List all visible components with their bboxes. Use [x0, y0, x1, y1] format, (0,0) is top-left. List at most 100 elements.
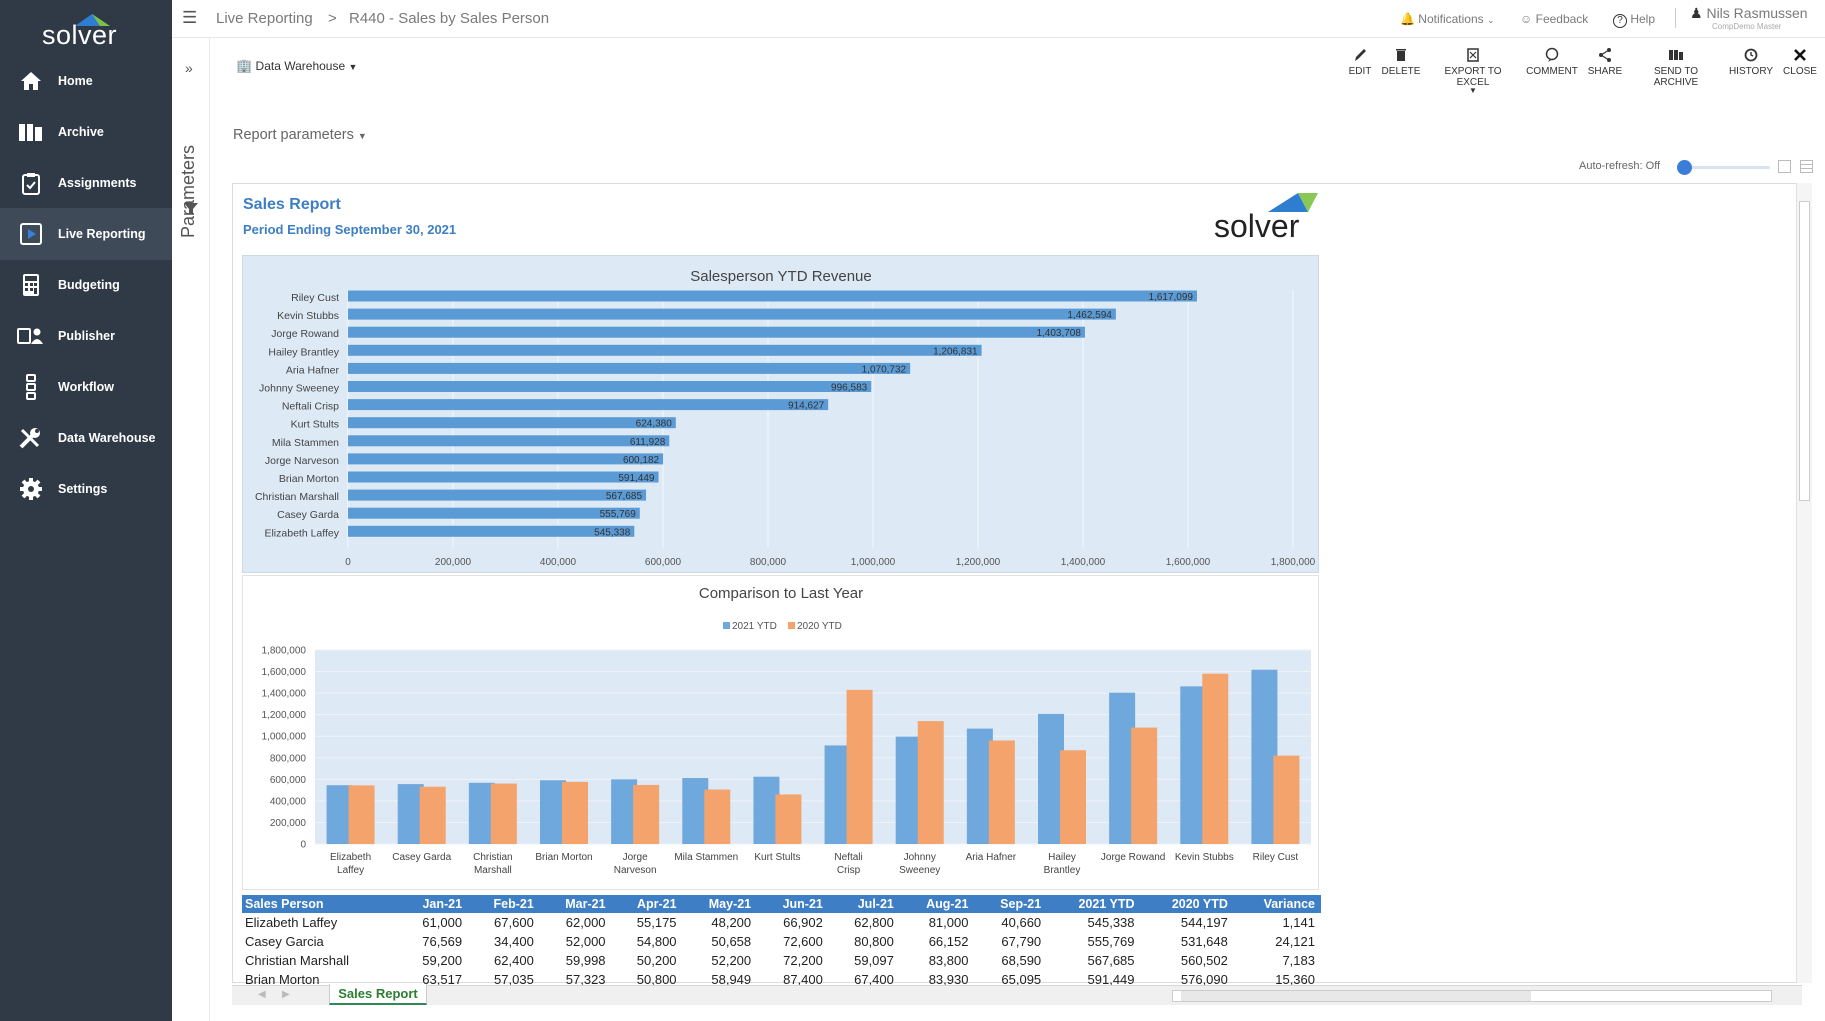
- grid-icon[interactable]: [1800, 160, 1813, 173]
- bar-2021: [326, 785, 353, 844]
- value-cell: 62,800: [854, 915, 894, 930]
- value-cell: 83,800: [928, 953, 969, 968]
- auto-refresh-toggle[interactable]: [1677, 160, 1692, 175]
- bar-2020: [917, 721, 944, 844]
- solver-logo[interactable]: solver: [40, 6, 150, 50]
- category-label: Riley Cust: [1253, 852, 1299, 863]
- comment-icon: [1545, 47, 1559, 62]
- help-label: Help: [1630, 12, 1656, 26]
- sidebar-item-label: Archive: [58, 125, 104, 139]
- x-tick-label: 1,800,000: [1271, 557, 1316, 568]
- brand-wordmark: solver: [42, 20, 118, 50]
- auto-refresh-label: Auto-refresh: Off: [1579, 160, 1661, 172]
- data-label: 914,627: [788, 401, 825, 412]
- y-tick-label: 200,000: [270, 818, 307, 829]
- sidebar-item-label: Home: [58, 74, 93, 88]
- edit-button[interactable]: EDIT: [1343, 46, 1377, 86]
- category-label: Sweeney: [899, 865, 940, 876]
- user-menu[interactable]: ♟ Nils Rasmussen: [1690, 5, 1808, 22]
- sidebar-item-archive[interactable]: Archive: [0, 106, 172, 158]
- delete-button[interactable]: DELETE: [1380, 46, 1422, 86]
- data-label: 624,380: [636, 419, 673, 430]
- horizontal-scrollbar[interactable]: [1172, 990, 1772, 1002]
- bar: [348, 399, 829, 411]
- report-parameters-toggle[interactable]: Report parameters ▼: [233, 127, 367, 143]
- value-cell: 67,600: [494, 915, 534, 930]
- bar: [348, 525, 635, 537]
- user-icon: ♟: [1690, 5, 1703, 21]
- sidebar-item-live-reporting[interactable]: Live Reporting: [0, 208, 172, 260]
- bar-2020: [1060, 750, 1086, 844]
- menu-icon[interactable]: ☰: [182, 8, 198, 27]
- category-label: Elizabeth: [330, 852, 371, 863]
- h-scroll-thumb[interactable]: [1181, 991, 1531, 1001]
- sidebar-item-home[interactable]: Home: [0, 55, 172, 107]
- bar: [348, 417, 676, 429]
- column-header: Mar-21: [539, 895, 612, 913]
- comparison-chart: Comparison to Last Year 2021 YTD 2020 YTD 0…: [242, 575, 1319, 890]
- parameters-label[interactable]: Parameters: [178, 144, 198, 238]
- notifications-button[interactable]: 🔔 Notifications ⌄: [1400, 12, 1495, 26]
- data-label: 1,617,099: [1148, 292, 1193, 303]
- column-header: Sep-21: [974, 895, 1048, 913]
- comment-button[interactable]: COMMENT: [1525, 46, 1579, 86]
- sheet-tab-sales-report[interactable]: Sales Report: [329, 984, 427, 1005]
- breadcrumb-root[interactable]: Live Reporting: [216, 10, 313, 27]
- auto-refresh-slider[interactable]: [1677, 166, 1770, 169]
- bar: [348, 507, 640, 519]
- scroll-thumb[interactable]: [1799, 201, 1810, 501]
- vertical-scrollbar[interactable]: [1796, 183, 1812, 983]
- sidebar-item-assignments[interactable]: Assignments: [0, 157, 172, 209]
- sidebar-item-settings[interactable]: Settings: [0, 463, 172, 515]
- data-label: 1,070,732: [862, 364, 907, 375]
- expand-icon[interactable]: »: [185, 60, 193, 76]
- y-tick-label: 1,600,000: [262, 667, 307, 678]
- feedback-button[interactable]: ☺ Feedback: [1520, 12, 1588, 26]
- sidebar-item-data-warehouse[interactable]: Data Warehouse: [0, 412, 172, 464]
- delete-label: DELETE: [1381, 66, 1421, 77]
- category-label: Laffey: [337, 865, 364, 876]
- category-label: Johnny: [904, 852, 936, 863]
- report-title: Sales Report: [243, 196, 341, 213]
- report-parameters-label: Report parameters: [233, 127, 354, 143]
- caret-down-icon: ▼: [357, 131, 367, 141]
- value-cell: 59,200: [422, 953, 463, 968]
- clipboard-icon: [14, 166, 48, 200]
- sidebar-item-publisher[interactable]: Publisher: [0, 310, 172, 362]
- bar-2020: [633, 784, 660, 844]
- popout-icon[interactable]: [1778, 160, 1791, 173]
- report-period: Period Ending September 30, 2021: [243, 222, 457, 237]
- share-button[interactable]: SHARE: [1586, 46, 1624, 86]
- y-tick-label: 600,000: [270, 775, 307, 786]
- export-excel-button[interactable]: EXPORT TO EXCEL ▼: [1428, 46, 1518, 95]
- history-button[interactable]: HISTORY: [1728, 46, 1774, 86]
- close-button[interactable]: CLOSE: [1780, 46, 1820, 86]
- legend-label: 2021 YTD: [732, 621, 777, 632]
- legend-swatch: [723, 622, 730, 629]
- filter-icon[interactable]: [184, 202, 198, 216]
- category-label: Brantley: [1044, 865, 1081, 876]
- value-cell: 560,502: [1180, 953, 1228, 968]
- x-tick-label: 800,000: [750, 557, 787, 568]
- send-to-archive-button[interactable]: SEND TO ARCHIVE: [1631, 46, 1721, 88]
- trash-icon: [1396, 49, 1406, 61]
- value-cell: 66,152: [928, 934, 969, 949]
- value-cell: 62,400: [494, 953, 534, 968]
- column-header: Sales Person: [242, 895, 398, 913]
- sidebar-item-label: Workflow: [58, 380, 115, 394]
- pencil-icon: [1355, 49, 1366, 61]
- history-label: HISTORY: [1728, 66, 1774, 77]
- category-label: Jorge: [623, 852, 648, 863]
- data-label: 1,403,708: [1036, 328, 1081, 339]
- sidebar-item-workflow[interactable]: Workflow: [0, 361, 172, 413]
- next-sheet-icon[interactable]: ▶: [282, 989, 290, 1000]
- datasource-selector[interactable]: 🏢 Data Warehouse ▼: [236, 58, 357, 74]
- y-tick-label: 0: [300, 840, 306, 851]
- help-button[interactable]: ? Help: [1613, 12, 1655, 28]
- category-label: Brian Morton: [279, 473, 339, 485]
- sidebar-item-budgeting[interactable]: Budgeting: [0, 259, 172, 311]
- prev-sheet-icon[interactable]: ◀: [258, 989, 266, 1000]
- chart-title: Salesperson YTD Revenue: [690, 268, 872, 285]
- value-cell: 55,175: [636, 915, 677, 930]
